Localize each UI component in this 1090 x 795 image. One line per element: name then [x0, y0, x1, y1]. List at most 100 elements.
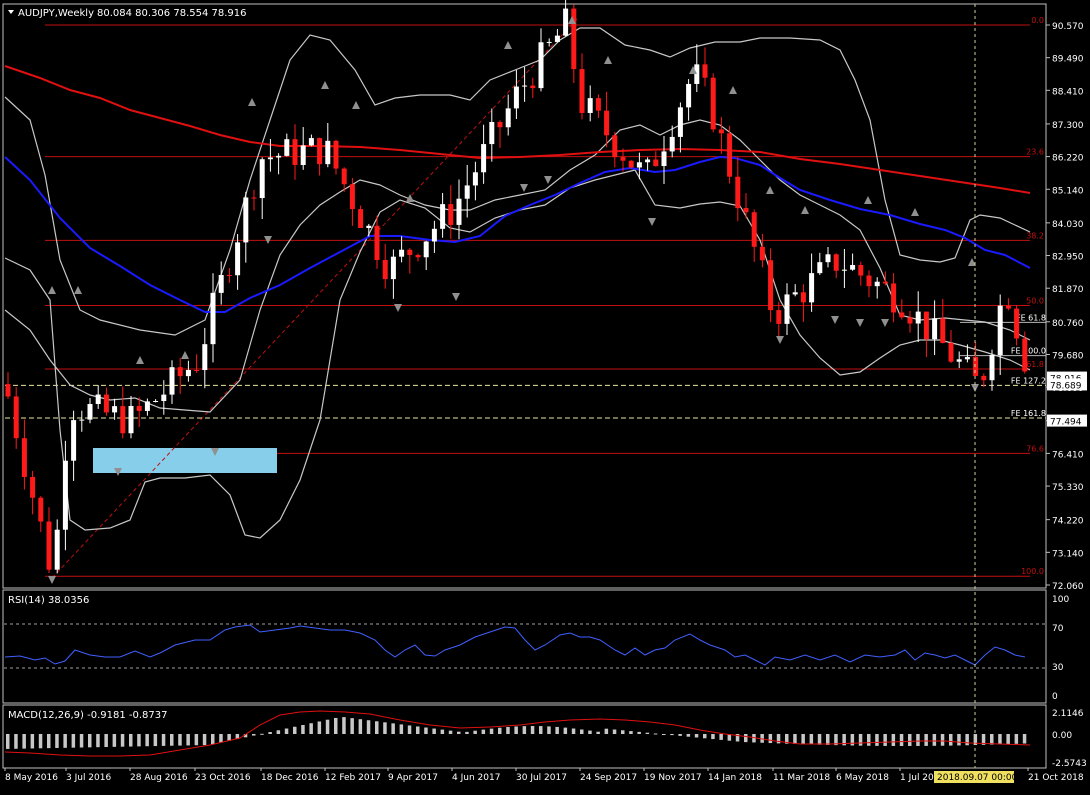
macd-bar — [416, 726, 420, 734]
macd-bar — [637, 731, 641, 734]
macd-bar — [924, 734, 928, 746]
macd-bar — [268, 732, 272, 734]
candle-body — [850, 265, 856, 270]
fractal-arrow-icon — [211, 448, 219, 456]
macd-bar — [735, 734, 740, 742]
macd-bar — [612, 729, 617, 734]
fractal-arrow-icon — [406, 194, 414, 202]
macd-bar — [22, 734, 26, 749]
candle-body — [185, 369, 191, 377]
macd-bar — [867, 734, 871, 746]
candle-body — [505, 108, 511, 128]
fractal-arrow-icon — [114, 468, 122, 476]
candle-body — [841, 269, 847, 271]
time-axis-label: 9 Apr 2017 — [388, 773, 438, 783]
candle-body — [735, 176, 741, 209]
candle-body — [948, 343, 954, 362]
candle-body — [1005, 305, 1011, 309]
price-tick-label: 73.140 — [1052, 549, 1084, 559]
time-axis-label: 30 Jul 2017 — [516, 773, 567, 783]
macd-bar — [309, 723, 313, 734]
candle-body — [628, 160, 634, 168]
demand-zone[interactable] — [93, 448, 277, 473]
macd-bar — [653, 733, 658, 735]
candle-body — [751, 212, 757, 247]
candle-body — [489, 122, 495, 145]
candle-body — [382, 259, 388, 280]
candle-body — [866, 275, 872, 287]
candle-body — [341, 168, 347, 185]
fe-level-label: FE 61.8 — [1016, 313, 1046, 322]
price-tag-label: 78.689 — [1050, 381, 1082, 391]
candle-body — [669, 136, 675, 152]
candle-body — [530, 85, 536, 89]
candle-body — [661, 151, 667, 167]
macd-bar — [522, 726, 527, 734]
candle-body — [522, 85, 528, 87]
candle-body — [144, 401, 150, 411]
candle-body — [300, 145, 306, 165]
time-axis-label: 3 Jul 2016 — [66, 773, 111, 783]
candle-body — [87, 403, 93, 420]
candle-body — [636, 162, 642, 168]
macd-tick-label: -2.5743 — [1052, 759, 1087, 769]
candle-body — [21, 438, 27, 477]
candle-body — [718, 129, 724, 134]
fractal-arrow-icon — [729, 86, 737, 94]
rsi-label: RSI(14) 38.0356 — [8, 595, 89, 606]
price-tick-label: 89.490 — [1052, 55, 1084, 65]
macd-bar — [178, 734, 182, 746]
candle-body — [103, 394, 109, 413]
fibonacci-expansion[interactable]: FE 61.8 FE 100.0 FE 127.2 FE 161.8 — [5, 313, 1046, 419]
macd-bar — [211, 734, 215, 745]
fib-trend-line[interactable] — [51, 17, 579, 579]
price-tick-label: 79.680 — [1052, 351, 1084, 361]
candle-body — [612, 135, 618, 158]
fractal-arrow-icon — [648, 218, 656, 226]
candle-body — [940, 318, 946, 344]
fib-level-label: 23.6 — [1026, 148, 1044, 157]
macd-bar — [457, 731, 461, 734]
candle-body — [989, 355, 995, 381]
macd-bar — [875, 734, 879, 746]
dropdown-triangle-icon[interactable] — [8, 10, 14, 14]
bollinger-middle — [4, 119, 1031, 413]
candle-body — [620, 157, 626, 161]
macd-bar — [104, 734, 108, 748]
fractal-arrow-icon — [831, 316, 839, 324]
candle-body — [546, 41, 552, 43]
candle-body — [243, 197, 249, 243]
candle-body — [571, 8, 577, 70]
macd-bar — [588, 730, 592, 734]
macd-bar — [916, 734, 920, 746]
rsi-tick-label: 70 — [1052, 624, 1064, 634]
macd-bar — [424, 727, 428, 734]
candle-body — [899, 312, 905, 318]
candle-body — [973, 357, 979, 376]
candle-body — [710, 77, 716, 130]
fractal-arrow-icon — [321, 81, 329, 89]
macd-bar — [949, 734, 953, 746]
macd-bar — [858, 734, 863, 746]
macd-bar — [621, 730, 625, 734]
price-tick-label: 82.950 — [1052, 253, 1084, 263]
candle-body — [472, 172, 478, 186]
chart-title: AUDJPY,Weekly — [18, 8, 94, 19]
fractal-arrow-icon — [776, 336, 784, 344]
macd-bar — [981, 734, 986, 745]
bollinger-lower — [4, 169, 1031, 539]
macd-bar — [530, 726, 535, 734]
macd-bar — [703, 734, 707, 739]
candle-body — [259, 159, 265, 199]
macd-bar — [776, 734, 781, 744]
candle-body — [169, 367, 175, 395]
fractal-arrow-icon — [604, 56, 612, 64]
macd-bar — [202, 734, 207, 746]
candle-body — [956, 359, 962, 362]
macd-bar — [506, 727, 510, 734]
candle-body — [71, 420, 77, 461]
candle-body — [825, 254, 831, 263]
macd-bar — [891, 734, 896, 746]
